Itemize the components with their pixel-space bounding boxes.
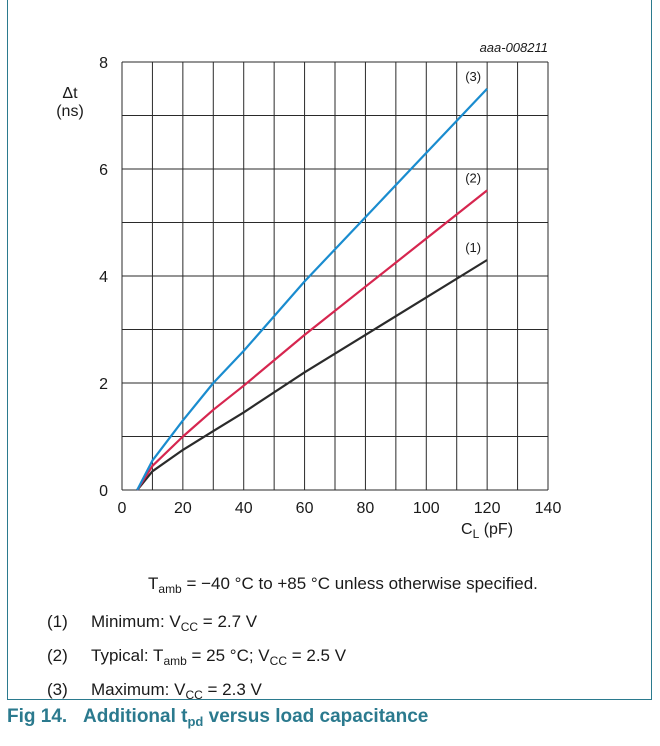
y-tick-label: 8 <box>99 55 108 72</box>
x-axis-label: CL (pF) <box>461 521 513 541</box>
series-label-1: (1) <box>465 240 481 255</box>
x-axis-label-sub: L <box>473 527 480 541</box>
series-line-2 <box>136 189 488 491</box>
series-line-3 <box>136 88 488 491</box>
x-tick-label: 80 <box>357 500 375 517</box>
x-axis-label-unit: (pF) <box>479 521 513 538</box>
note-item-1: (1) Minimum: VCC = 2.7 V <box>47 612 258 634</box>
series-line-1 <box>136 259 488 491</box>
figure-id: aaa-008211 <box>480 40 548 55</box>
x-tick-label: 140 <box>535 500 562 517</box>
x-tick-label: 60 <box>296 500 314 517</box>
x-tick-label: 0 <box>118 500 127 517</box>
note-item-2: (2) Typical: Tamb = 25 °C; VCC = 2.5 V <box>47 646 347 668</box>
condition-note: Tamb = −40 °C to +85 °C unless otherwise… <box>148 574 538 596</box>
chart-series: (1) (2) (3) <box>136 69 488 491</box>
x-tick-label: 120 <box>474 500 501 517</box>
figure-caption: Fig 14. Additional tpd versus load capaci… <box>7 706 429 729</box>
y-tick-label: 6 <box>99 162 108 179</box>
y-axis-symbol: Δt <box>62 85 78 102</box>
chart-tick-labels: 0 20 40 60 80 100 120 140 0 2 4 6 8 <box>99 55 561 517</box>
chart: 0 20 40 60 80 100 120 140 0 2 4 6 8 (1) (2) (3) aaa-00… <box>56 40 561 541</box>
y-tick-label: 0 <box>99 483 108 500</box>
series-label-2: (2) <box>465 170 481 185</box>
note-item-3: (3) Maximum: VCC = 2.3 V <box>47 680 262 702</box>
figure-frame <box>7 0 652 700</box>
y-tick-label: 2 <box>99 376 108 393</box>
series-label-3: (3) <box>465 69 481 84</box>
x-tick-label: 100 <box>413 500 440 517</box>
x-tick-label: 40 <box>235 500 253 517</box>
y-tick-label: 4 <box>99 269 108 286</box>
y-axis-unit: (ns) <box>56 103 84 120</box>
chart-grid <box>121 61 549 491</box>
x-tick-label: 20 <box>174 500 192 517</box>
